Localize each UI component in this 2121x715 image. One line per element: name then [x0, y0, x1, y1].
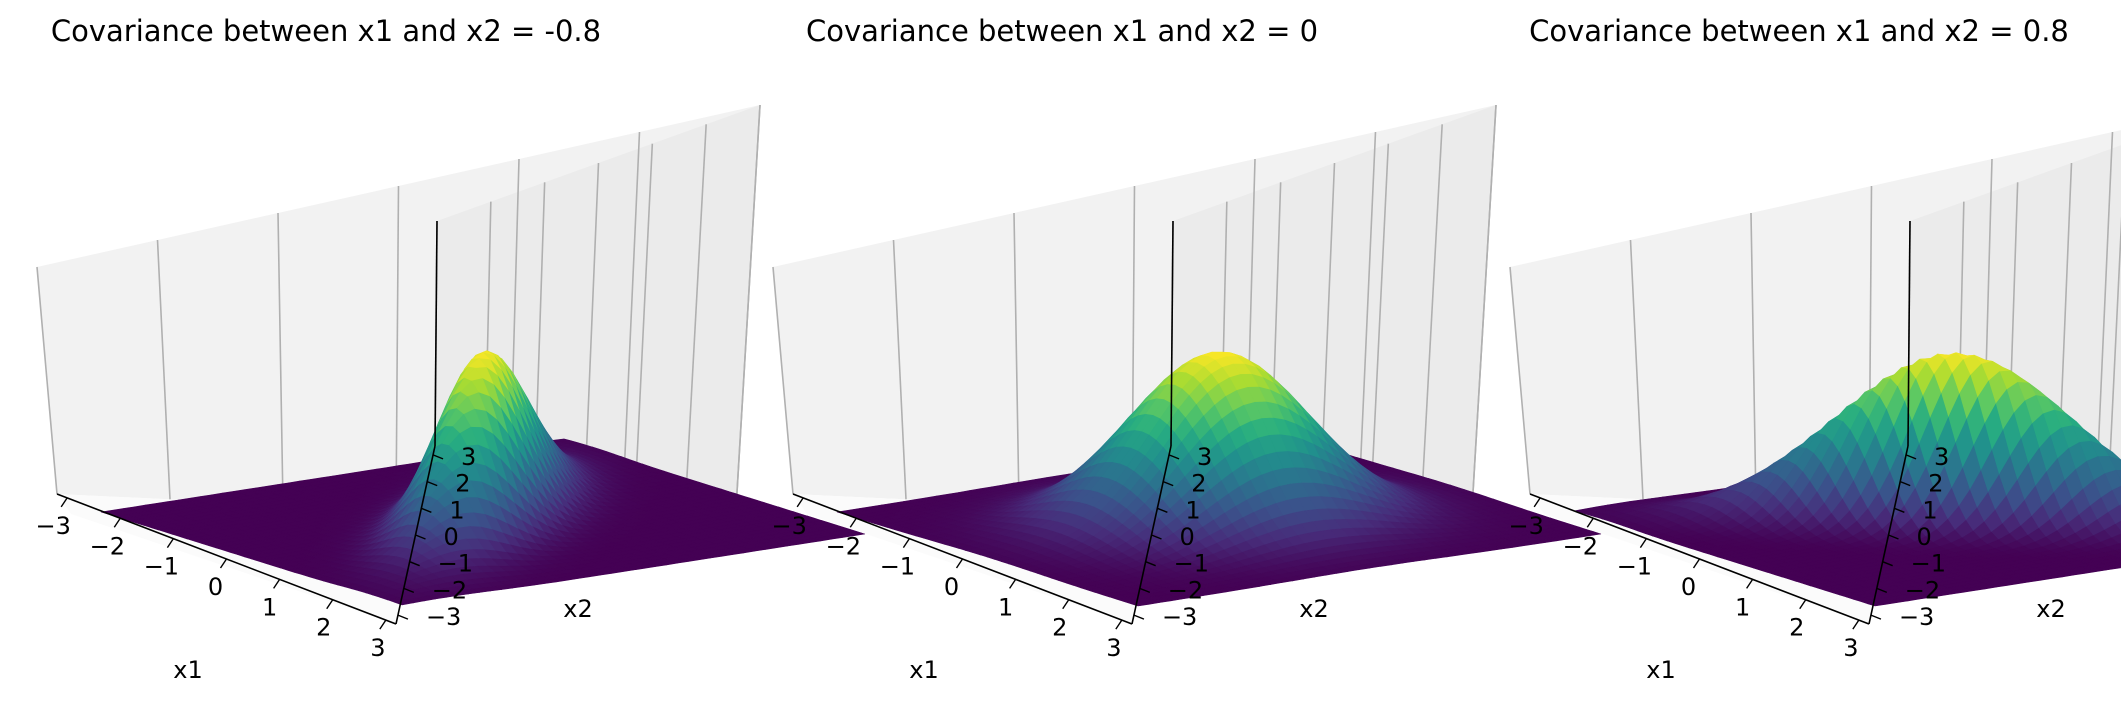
y-tick-label: 3 — [1197, 443, 1212, 471]
x-tick-label: 0 — [944, 573, 959, 601]
x-tick-label: 3 — [1106, 634, 1121, 662]
y-tick-label: −2 — [432, 576, 467, 604]
y-tick-label: 0 — [1180, 523, 1195, 551]
x-tick-label: −2 — [826, 532, 861, 560]
subplot-title: Covariance between x1 and x2 = 0.8 — [1529, 14, 2069, 48]
y-tick-label: 1 — [449, 496, 464, 524]
gridline — [277, 212, 284, 505]
y-axis-label: x2 — [1299, 595, 1328, 623]
surface-plot — [100, 350, 866, 606]
y-tick-label: 2 — [455, 470, 470, 498]
gridline — [156, 239, 171, 500]
gridline — [684, 124, 707, 513]
y-tick-label: −1 — [1174, 550, 1209, 578]
x-axis-label: x1 — [909, 656, 938, 684]
gridline — [621, 131, 641, 521]
subplot-title: Covariance between x1 and x2 = -0.8 — [51, 14, 601, 48]
subplot-cov-neg: Covariance between x1 and x2 = -0.8 −3−2… — [35, 14, 866, 684]
x-tick-label: 1 — [998, 593, 1013, 621]
x-tick-label: 0 — [208, 573, 223, 601]
x-tick-label: 3 — [370, 634, 385, 662]
y-axis-label: x2 — [563, 595, 592, 623]
x-tick-label: −3 — [35, 512, 70, 540]
x-tick-label: 1 — [262, 593, 277, 621]
y-tick-label: −2 — [1168, 576, 1203, 604]
x-tick-label: −1 — [880, 553, 915, 581]
gridline — [36, 266, 58, 495]
gridline — [634, 143, 654, 500]
y-tick-label: 3 — [461, 443, 476, 471]
subplot-title: Covariance between x1 and x2 = 0 — [806, 14, 1318, 48]
y-tick-label: −3 — [426, 603, 461, 631]
gridline — [584, 162, 600, 487]
y-tick-label: 0 — [444, 523, 459, 551]
y-tick-label: 1 — [1185, 496, 1200, 524]
x-tick-label: 2 — [316, 614, 331, 642]
gridline — [395, 185, 400, 511]
y-tick-label: 2 — [1191, 470, 1206, 498]
x-axis-label: x1 — [173, 656, 202, 684]
x-tick-label: −3 — [771, 512, 806, 540]
y-tick-label: −3 — [1162, 603, 1197, 631]
gridline — [734, 104, 761, 527]
x-tick-label: −2 — [90, 532, 125, 560]
x-tick-label: 2 — [1052, 614, 1067, 642]
x-tick-label: −1 — [144, 553, 179, 581]
y-tick-label: −1 — [438, 550, 473, 578]
